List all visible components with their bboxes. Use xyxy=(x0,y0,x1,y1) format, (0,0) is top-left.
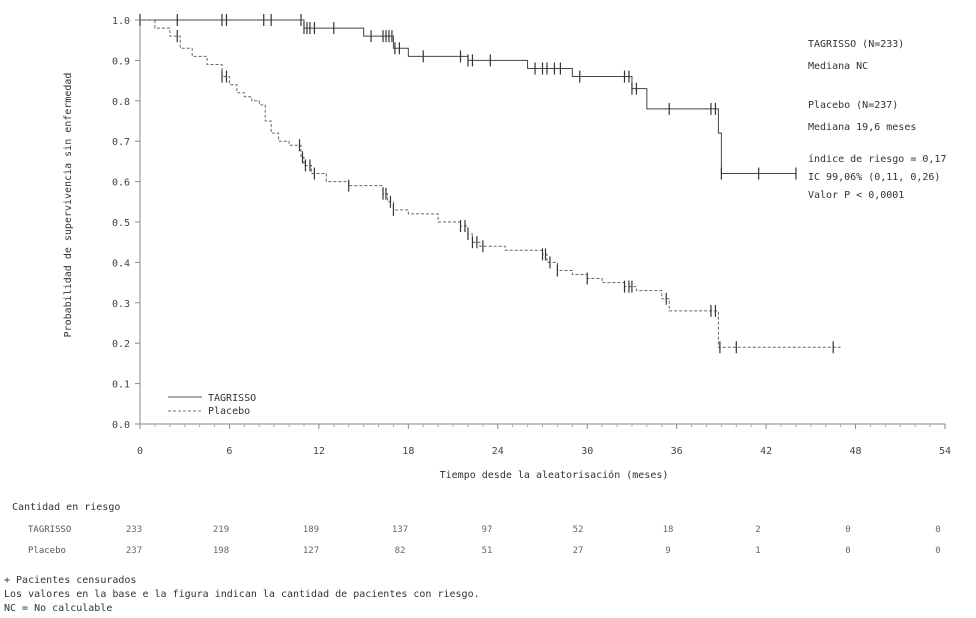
risk-cell-tagrisso: 52 xyxy=(572,525,584,535)
axes: 0 6 12 18 24 30 36 42 48 54 0.0 0.1 0.2 0.3 0.4 0.5 0.6 0… xyxy=(112,16,951,457)
risk-cell-tagrisso: 0 xyxy=(845,525,851,535)
risk-cell-placebo: 0 xyxy=(845,546,851,556)
x-tick-label: 54 xyxy=(939,446,951,457)
risk-table-title: Cantidad en riesgo xyxy=(12,502,121,513)
footnote-nc: NC = No calculable xyxy=(4,603,113,614)
risk-cell-tagrisso: 18 xyxy=(662,525,674,535)
y-tick-label: 0.5 xyxy=(112,218,130,229)
x-tick-label: 18 xyxy=(402,446,414,457)
x-tick-label: 42 xyxy=(760,446,772,457)
x-tick-label: 0 xyxy=(137,446,143,457)
x-tick-label: 24 xyxy=(492,446,504,457)
kaplan-meier-chart: 0 6 12 18 24 30 36 42 48 54 0.0 0.1 0.2 0.3 0.4 0.5 0.6 0… xyxy=(63,14,951,481)
series-line-placebo xyxy=(140,19,841,348)
x-tick-label: 36 xyxy=(671,446,683,457)
footnote-censored: + Pacientes censurados xyxy=(4,575,137,586)
legend: TAGRISSO Placebo xyxy=(168,393,256,417)
series-layer xyxy=(139,14,841,354)
x-tick-label: 12 xyxy=(313,446,325,457)
risk-cell-tagrisso: 219 xyxy=(212,525,230,535)
x-tick-label: 6 xyxy=(226,446,232,457)
y-tick-label: 0.7 xyxy=(112,137,130,148)
risk-row-label-placebo: Placebo xyxy=(28,546,66,556)
annotation-placebo-n: Placebo (N=237) xyxy=(808,100,898,111)
risk-cell-tagrisso: 97 xyxy=(481,525,493,535)
annotation-tagrisso-n: TAGRISSO (N=233) xyxy=(808,39,904,50)
risk-cell-placebo: 198 xyxy=(212,546,230,556)
x-axis-title: Tiempo desde la aleatorisación (meses) xyxy=(440,469,669,481)
risk-cell-tagrisso: 137 xyxy=(391,525,409,535)
y-tick-label: 0.8 xyxy=(112,97,130,108)
risk-cell-placebo: 82 xyxy=(394,546,406,556)
risk-cell-placebo: 237 xyxy=(125,546,143,556)
legend-label-placebo: Placebo xyxy=(208,406,250,417)
annotation-hazard-ratio: índice de riesgo = 0,17 xyxy=(808,153,946,165)
y-tick-label: 0.9 xyxy=(112,56,130,67)
annotation-p-value: Valor P < 0,0001 xyxy=(808,190,904,201)
annotation-ci: IC 99,06% (0,11, 0,26) xyxy=(808,172,940,183)
y-tick-label: 0.3 xyxy=(112,299,130,310)
x-tick-label: 30 xyxy=(581,446,593,457)
risk-cell-tagrisso: 2 xyxy=(755,525,761,535)
y-tick-label: 0.6 xyxy=(112,178,130,189)
risk-cell-placebo: 27 xyxy=(572,546,584,556)
risk-cell-tagrisso: 233 xyxy=(125,525,143,535)
y-axis-title: Probabilidad de supervivencia sin enferm… xyxy=(63,73,74,338)
risk-cell-placebo: 0 xyxy=(935,546,941,556)
y-tick-label: 1.0 xyxy=(112,16,130,27)
risk-cell-tagrisso: 189 xyxy=(302,525,320,535)
risk-cell-placebo: 51 xyxy=(481,546,493,556)
legend-label-tagrisso: TAGRISSO xyxy=(208,393,256,404)
y-tick-label: 0.0 xyxy=(112,420,130,431)
series-line-tagrisso xyxy=(140,19,796,175)
y-tick-label: 0.1 xyxy=(112,380,130,391)
risk-row-label-tagrisso: TAGRISSO xyxy=(28,525,72,535)
y-tick-label: 0.4 xyxy=(112,258,130,269)
annotation-tagrisso-median: Mediana NC xyxy=(808,61,868,72)
risk-cell-placebo: 1 xyxy=(755,546,761,556)
risk-cell-tagrisso: 0 xyxy=(935,525,941,535)
risk-cell-placebo: 9 xyxy=(665,546,671,556)
risk-cell-placebo: 127 xyxy=(302,546,320,556)
footnote-risk-note: Los valores en la base e la figura indic… xyxy=(4,589,480,600)
annotation-placebo-median: Mediana 19,6 meses xyxy=(808,122,916,133)
x-tick-label: 48 xyxy=(850,446,862,457)
y-tick-label: 0.2 xyxy=(112,339,130,350)
